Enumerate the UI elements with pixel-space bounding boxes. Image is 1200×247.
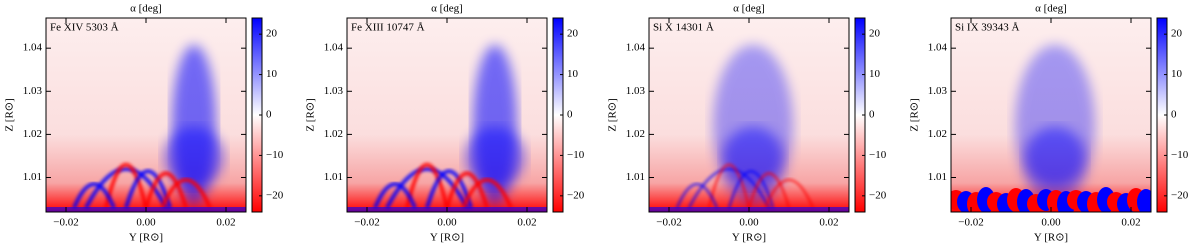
y-tick-label: 1.02 xyxy=(928,128,947,140)
loop xyxy=(708,163,750,209)
plume-core xyxy=(465,127,525,187)
y-tick-label: 1.03 xyxy=(928,85,948,97)
x-tick-label: −0.02 xyxy=(958,217,983,229)
y-tick-label: 1.04 xyxy=(626,42,646,54)
blob xyxy=(1137,189,1151,212)
y-tick-label: 1.02 xyxy=(23,128,42,140)
loop xyxy=(84,167,168,209)
y-tick-label: 1.04 xyxy=(928,42,948,54)
heatmap xyxy=(46,18,246,212)
y-tick-label: 1.01 xyxy=(626,171,645,183)
panel-label: Si X 14301 Å xyxy=(653,22,714,34)
loop xyxy=(445,171,489,209)
colorbar-tick-label: 10 xyxy=(1171,68,1183,80)
x-axis-label: Y [R⊙] xyxy=(430,232,464,244)
panel-title: α [deg] xyxy=(130,3,162,15)
loop xyxy=(425,169,473,209)
y-tick-label: 1.01 xyxy=(23,171,42,183)
colorbar-tick-label: 20 xyxy=(869,28,881,40)
y-tick-label: 1.04 xyxy=(324,42,344,54)
colorbar-tick-label: −10 xyxy=(567,149,585,161)
panel-title: α [deg] xyxy=(431,3,463,15)
colorbar-tick-label: 20 xyxy=(266,28,278,40)
colorbar-tick-label: 10 xyxy=(869,68,881,80)
heatmap xyxy=(649,18,849,212)
y-axis-label: Z [R⊙] xyxy=(305,98,317,131)
colorbar-tick-label: 10 xyxy=(567,68,579,80)
colorbar-tick-label: −10 xyxy=(266,149,284,161)
colorbar-tick-label: −10 xyxy=(869,149,887,161)
panel-title: α [deg] xyxy=(733,3,765,15)
loop xyxy=(728,170,774,209)
x-axis-label: Y [R⊙] xyxy=(129,232,163,244)
y-tick-label: 1.02 xyxy=(324,128,343,140)
x-tick-label: −0.02 xyxy=(53,217,78,229)
y-tick-label: 1.03 xyxy=(626,85,646,97)
plume-core xyxy=(723,127,783,187)
panel-title: α [deg] xyxy=(1035,3,1067,15)
loop xyxy=(160,177,212,209)
y-tick-label: 1.04 xyxy=(23,42,43,54)
x-tick-label: −0.02 xyxy=(656,217,681,229)
x-tick-label: 0.02 xyxy=(216,217,235,229)
heatmap-background xyxy=(347,18,547,212)
loop xyxy=(405,162,449,209)
panel-label: Fe XIII 10747 Å xyxy=(351,22,425,34)
y-tick-label: 1.02 xyxy=(626,128,645,140)
loop xyxy=(688,168,770,209)
colorbar-tick-label: −10 xyxy=(1171,149,1189,161)
plume-core xyxy=(1025,127,1085,187)
panel-label: Fe XIV 5303 Å xyxy=(50,22,119,34)
loop xyxy=(144,171,188,209)
loop xyxy=(124,169,172,209)
y-tick-label: 1.01 xyxy=(324,171,343,183)
loop xyxy=(373,182,417,209)
colorbar-tick-label: −20 xyxy=(266,189,284,201)
y-tick-label: 1.03 xyxy=(324,85,344,97)
x-tick-label: 0.02 xyxy=(819,217,838,229)
colorbar-tick-label: 20 xyxy=(1171,28,1183,40)
y-tick-label: 1.03 xyxy=(23,85,43,97)
x-tick-label: 0.02 xyxy=(517,217,536,229)
y-tick-label: 1.01 xyxy=(928,171,947,183)
colorbar-tick-label: 0 xyxy=(1171,109,1177,121)
y-axis-label: Z [R⊙] xyxy=(607,98,619,131)
colorbar-tick-label: 0 xyxy=(266,109,272,121)
colorbar-tick-label: −20 xyxy=(1171,189,1189,201)
x-axis-label: Y [R⊙] xyxy=(732,232,766,244)
loop xyxy=(461,177,513,209)
loop xyxy=(104,162,148,209)
colorbar-tick-label: −20 xyxy=(869,189,887,201)
heatmap xyxy=(347,18,547,212)
heatmap-background xyxy=(46,18,246,212)
colorbar-tick-label: 10 xyxy=(266,68,278,80)
x-tick-label: 0.00 xyxy=(739,217,759,229)
x-tick-label: 0.00 xyxy=(437,217,457,229)
loop xyxy=(72,182,116,209)
colorbar-tick-label: −20 xyxy=(567,189,585,201)
y-axis-label: Z [R⊙] xyxy=(4,98,16,131)
x-tick-label: 0.00 xyxy=(1041,217,1061,229)
loop xyxy=(764,178,814,209)
loop xyxy=(385,167,469,209)
loop xyxy=(748,172,790,209)
heatmap xyxy=(951,18,1151,212)
x-tick-label: −0.02 xyxy=(354,217,379,229)
colorbar-tick-label: 0 xyxy=(869,109,875,121)
loop xyxy=(676,183,718,209)
colorbar-tick-label: 0 xyxy=(567,109,573,121)
x-axis-label: Y [R⊙] xyxy=(1034,232,1068,244)
x-tick-label: 0.00 xyxy=(136,217,156,229)
plume-core xyxy=(164,127,224,187)
panel-label: Si IX 39343 Å xyxy=(955,22,1020,34)
x-tick-label: 0.02 xyxy=(1121,217,1140,229)
y-axis-label: Z [R⊙] xyxy=(909,98,921,131)
colorbar-tick-label: 20 xyxy=(567,28,579,40)
